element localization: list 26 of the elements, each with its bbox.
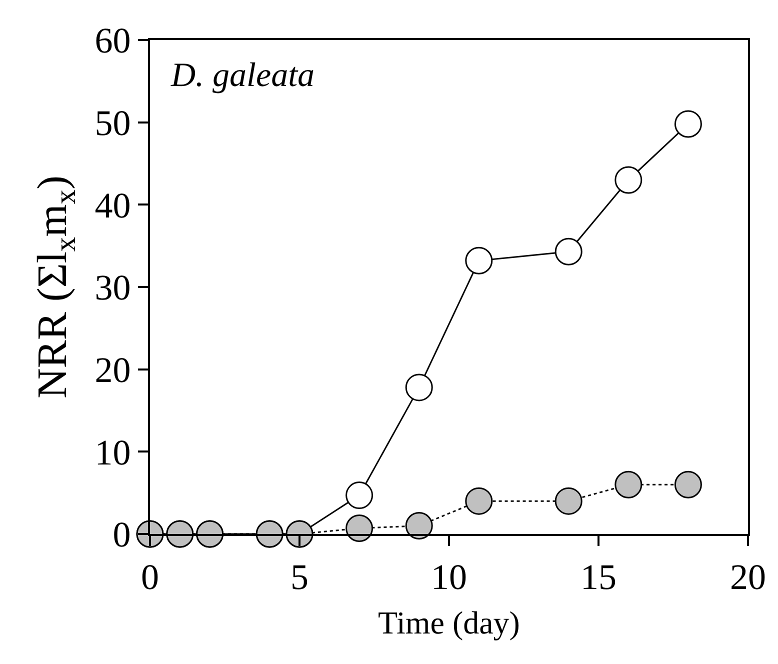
x-tick-label: 5 — [290, 557, 308, 598]
y-tick-label: 40 — [94, 185, 131, 226]
point — [465, 487, 493, 515]
x-axis-title: Time (day) — [378, 604, 520, 641]
point — [674, 470, 702, 498]
y-tick-label: 10 — [94, 432, 131, 472]
point — [674, 110, 702, 138]
y-tick-label: 30 — [94, 268, 131, 308]
point — [614, 470, 642, 498]
point — [554, 238, 582, 266]
x-tick-label: 15 — [580, 557, 616, 598]
x-tick-label: 10 — [431, 557, 467, 598]
point — [465, 246, 493, 274]
y-tick-label: 20 — [94, 350, 131, 390]
point — [554, 487, 582, 515]
y-tick-label: 0 — [112, 514, 131, 555]
x-tick-label: 20 — [730, 557, 766, 598]
annotation: D. galeata — [170, 57, 315, 94]
y-tick-label: 50 — [94, 102, 131, 143]
x-tick-label: 0 — [141, 557, 159, 598]
y-tick-label: 60 — [94, 20, 131, 61]
point — [614, 166, 642, 194]
point — [405, 512, 433, 540]
point — [346, 482, 374, 510]
point — [405, 374, 433, 402]
point — [346, 514, 374, 542]
